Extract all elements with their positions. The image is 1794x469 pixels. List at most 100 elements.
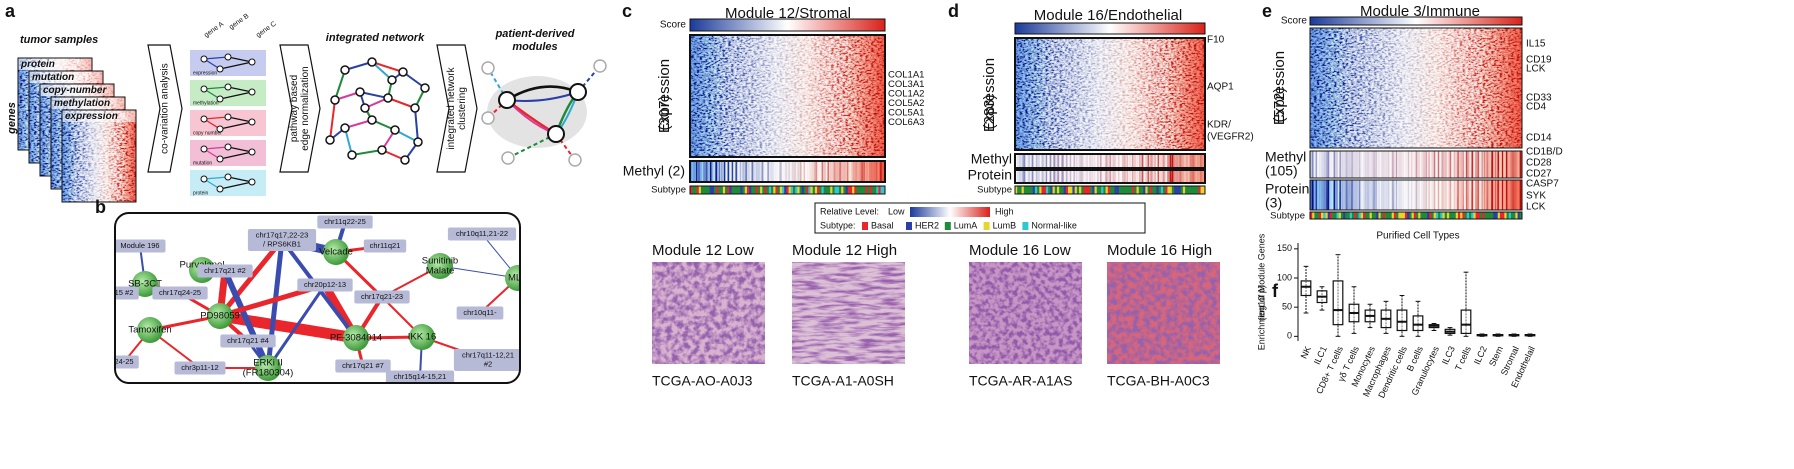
subtype-stripe [1360,212,1364,219]
subtype-stripe [838,186,842,194]
subtype-stripe [1396,212,1399,219]
network-edge [219,310,357,344]
gene-node [200,175,208,183]
subtype-stripe [1433,212,1437,219]
label: IL15 [1526,39,1546,50]
y-tick-label: 100 [1277,272,1292,282]
label: CD19 [1526,55,1552,66]
subtype-stripe [1072,186,1075,194]
gene-node [224,143,232,151]
label: expression [193,70,217,76]
gene-node [200,145,208,153]
label: mutation [32,72,74,83]
region-node [297,278,353,292]
subtype-stripe [762,186,765,194]
subtype-stripe [1449,212,1452,219]
subtype-stripe [1422,212,1426,219]
subtype-stripe [1349,212,1353,219]
subtype-stripe [1074,186,1078,194]
subtype-stripe [1457,212,1461,219]
section-title: tumor samples [20,34,98,46]
network-frame [114,212,521,384]
label: genes [6,102,18,135]
subtype-stripe [1079,186,1082,194]
subtype-stripe [1471,212,1474,219]
subtype-stripe [1158,186,1162,194]
protein-bar-noise [1015,170,1205,183]
subtype-stripe [1376,212,1379,219]
network-node [340,123,350,133]
label: COL5A1 [888,108,924,119]
subtype-stripe [718,186,721,194]
subtype-stripe [1491,212,1494,219]
methyl-bar-noise [690,161,885,182]
subtype-stripe [1429,212,1432,219]
label: mutation [193,160,212,166]
step-arrow [436,44,478,173]
subtype-stripe [867,186,870,194]
subtype-stripe [792,186,796,194]
subtype-stripe [1495,212,1499,219]
network-edge [266,284,327,369]
subtype-stripe [854,186,857,194]
subtype-stripe [1367,212,1370,219]
legend-swatch [906,222,912,230]
gene-node [248,88,256,96]
network-node [410,103,420,113]
frame [1014,37,1206,151]
omics-edge [227,146,253,153]
network-node [360,103,370,113]
subtype-stripe [1039,186,1042,194]
subtype-stripe [1488,212,1492,219]
omics-layer-noise [62,110,136,202]
subtype-stripe [1374,212,1377,219]
subtype-stripe [1132,186,1135,194]
subtype-stripe [1145,186,1148,194]
gene-node [200,115,208,123]
subtype-stripe [871,186,875,194]
subtype-stripe [1499,212,1503,219]
network-edge [387,97,416,109]
subtype-stripe [1070,186,1073,194]
omics-edge [219,91,253,100]
subtype-stripe [874,186,877,194]
subtype-stripe [806,186,809,194]
label: pathway based [289,75,300,142]
subtype-stripe [779,186,783,194]
subtype-stripe [832,186,835,194]
subtype-stripe [1351,212,1355,219]
sample-id: TCGA-AO-A0J3 [652,373,753,389]
label: CD14 [1526,133,1552,144]
subtype-stripe [1480,212,1483,219]
subtype-stripe [845,186,849,194]
frame [1309,27,1523,149]
network-edge [329,99,336,141]
region-node [152,286,208,300]
subtype-stripe [1043,186,1047,194]
step-arrow [147,44,183,173]
subtype-stripe [1015,186,1018,194]
label: (VEGFR2) [1207,132,1254,143]
subtype-stripe [1059,186,1062,194]
subtype-stripe [1332,212,1335,219]
subtype-stripe [1325,212,1328,219]
subtype-stripe [1343,212,1346,219]
subtype-stripe [1163,186,1166,194]
label: co-variation analysis [160,63,171,154]
subtype-stripe [768,186,772,194]
omics-edge [219,121,253,130]
subtype-stripe [1112,186,1115,194]
subtype-stripe [852,186,855,194]
subtype-stripe [1502,212,1505,219]
label: integrated network [326,32,425,44]
subtype-stripe [1189,186,1193,194]
network-node [413,137,423,147]
label: Protein [1265,181,1309,197]
subtype-stripe [777,186,781,194]
subtype-stripe [725,186,728,194]
layer-band [29,71,103,83]
label: chr17q21 #2 [204,266,246,275]
heatmap-title: Module 16/Endothelial [1034,7,1182,24]
label: PD98059 [200,311,240,322]
subtype-stripe [1087,186,1091,194]
